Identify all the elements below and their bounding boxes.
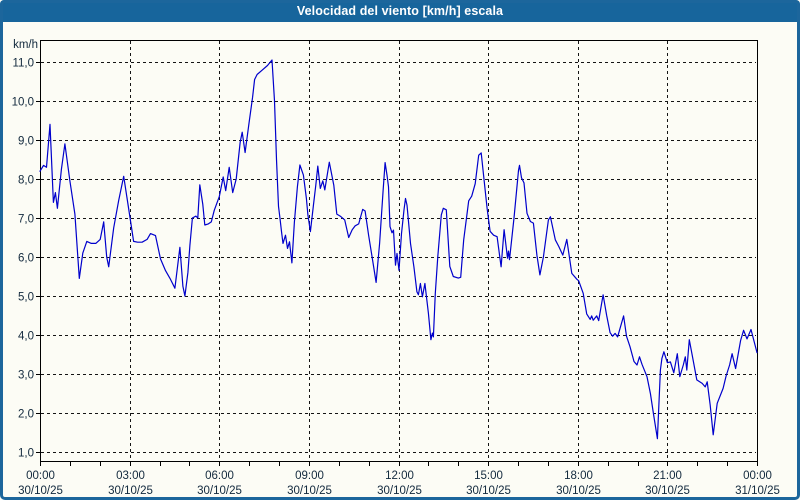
x-axis-date-label: 30/10/25	[377, 485, 422, 497]
window-title: Velocidad del viento [km/h] escala	[296, 4, 504, 18]
y-axis-tick-label: 5,0	[18, 292, 34, 304]
plot-frame	[40, 40, 758, 462]
window-titlebar: Velocidad del viento [km/h] escala	[0, 0, 800, 22]
x-axis-date-label: 30/10/25	[466, 485, 511, 497]
y-axis-tick-label: 7,0	[18, 214, 34, 226]
x-axis-time-label: 21:00	[653, 470, 682, 482]
y-axis-unit-label: km/h	[13, 39, 38, 51]
y-axis-tick-label: 9,0	[18, 136, 34, 148]
y-axis-tick-label: 8,0	[18, 175, 34, 187]
x-axis-time-label: 15:00	[474, 470, 503, 482]
y-axis-tick-label: 1,0	[18, 448, 34, 460]
x-axis-date-label: 30/10/25	[108, 485, 153, 497]
x-axis-time-label: 06:00	[205, 470, 234, 482]
x-axis-date-label: 30/10/25	[18, 485, 63, 497]
y-axis-tick-label: 10,0	[12, 97, 34, 109]
y-axis-tick-label: 4,0	[18, 331, 34, 343]
x-axis-time-label: 12:00	[385, 470, 414, 482]
y-axis-tick-label: 3,0	[18, 370, 34, 382]
x-axis-date-label: 30/10/25	[645, 485, 690, 497]
y-axis-tick-label: 2,0	[18, 409, 34, 421]
x-axis-time-label: 00:00	[26, 470, 55, 482]
x-axis-time-label: 18:00	[564, 470, 593, 482]
x-axis-time-label: 03:00	[116, 470, 145, 482]
wind-speed-series-line	[39, 59, 758, 440]
y-axis-tick-label: 6,0	[18, 253, 34, 265]
y-axis-tick-label: 11,0	[12, 58, 34, 70]
x-axis-time-label: 00:00	[743, 470, 772, 482]
x-axis-date-label: 30/10/25	[197, 485, 242, 497]
x-axis-date-label: 30/10/25	[556, 485, 601, 497]
x-axis-time-label: 09:00	[295, 470, 324, 482]
x-axis-date-label: 30/10/25	[287, 485, 332, 497]
x-axis-date-label: 31/10/25	[735, 485, 780, 497]
